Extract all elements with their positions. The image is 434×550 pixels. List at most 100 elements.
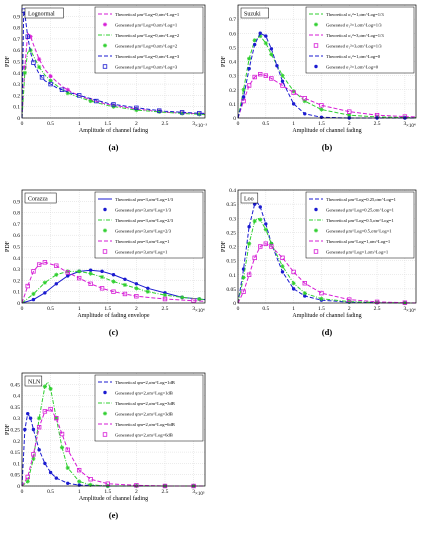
legend-symbol xyxy=(314,207,318,212)
data-point xyxy=(42,384,47,389)
data-point xyxy=(162,292,168,298)
x-tick-label: 2.5 xyxy=(374,121,381,127)
legend-entry: Theoretical μm^Log=0,σm^Log=1 xyxy=(115,12,180,18)
x-tick-label: 1 xyxy=(78,306,81,312)
legend-entry: Generated σ₁²=3,σm^Log=1/3 xyxy=(326,44,382,50)
legend-symbol xyxy=(313,249,319,254)
legend-entry: Generated μm^Log=0,σm^Log=3 xyxy=(115,65,178,71)
x-tick-label: 0 xyxy=(237,306,240,312)
data-point xyxy=(280,255,285,260)
legend-entry: Generated qm=2,σm^Log=6dB xyxy=(115,433,173,439)
y-tick-label: 0.15 xyxy=(226,259,236,265)
data-point xyxy=(146,286,150,291)
x-tick-label: 3 xyxy=(404,121,407,127)
panel-label: (a) xyxy=(109,142,119,152)
data-point xyxy=(291,287,296,291)
y-tick-label: 0 xyxy=(17,301,20,307)
legend-entry: Theoretical ρm=3,σm^Log=1 xyxy=(115,239,170,245)
legend-entry: Generated qm=2,σm^Log=3dB xyxy=(115,412,173,418)
data-point xyxy=(43,461,47,466)
x-tick-label: 0 xyxy=(21,306,24,312)
data-point xyxy=(302,96,307,101)
data-point xyxy=(54,272,59,277)
series-line-1 xyxy=(237,202,416,304)
chart-panel-5: 0 0.5 1 1.5 2 2.5 3 0 0.05 0.1 0.15 0.2 0.25 0.3 0.35 0… xyxy=(5,372,206,520)
data-point xyxy=(105,481,110,486)
legend-box xyxy=(94,374,204,442)
data-point xyxy=(88,281,93,286)
data-point xyxy=(111,273,116,277)
legend-symbol xyxy=(102,43,108,48)
y-tick-label: 0.35 xyxy=(226,202,236,208)
data-point xyxy=(77,479,82,484)
data-point xyxy=(28,34,33,39)
data-point xyxy=(22,65,27,70)
legend-entry: Theoretical μm^Log=0,σm^Log=2 xyxy=(115,33,180,39)
inset-label-box xyxy=(240,7,269,19)
data-point xyxy=(252,202,257,206)
data-point xyxy=(134,294,139,299)
y-tick-label: 0.9 xyxy=(13,199,20,205)
x-tick-label: 0.5 xyxy=(47,121,54,127)
data-point xyxy=(48,406,53,412)
data-point xyxy=(65,465,70,471)
data-point xyxy=(191,298,196,303)
legend-entry: Generated qm=2,σm^Log=1dB xyxy=(115,391,173,397)
data-point xyxy=(247,241,252,246)
data-point xyxy=(134,282,139,286)
data-point xyxy=(88,482,93,487)
data-point xyxy=(31,456,36,461)
legend-entry: Generated μm^Log=0.5,σm^Log=1 xyxy=(326,229,392,235)
data-point xyxy=(99,274,105,280)
x-tick-label: 1.5 xyxy=(104,489,111,495)
data-point xyxy=(291,102,296,106)
data-point xyxy=(303,112,307,116)
inset-label-box xyxy=(24,192,57,204)
x-tick-label: 0.5 xyxy=(262,306,269,312)
data-point xyxy=(247,225,251,229)
data-point xyxy=(31,60,36,65)
y-tick-label: 0.05 xyxy=(226,287,236,293)
inset-label: Lognormal xyxy=(24,7,64,19)
y-axis-label: PDF xyxy=(221,240,227,252)
legend-symbol xyxy=(102,64,108,69)
data-point xyxy=(263,241,269,246)
data-point xyxy=(157,109,162,114)
y-tick-label: 0 xyxy=(233,301,236,307)
legend-entry: Generated μm^Log=0,σm^Log=2 xyxy=(115,44,178,50)
data-point xyxy=(252,42,257,47)
data-point xyxy=(280,270,285,274)
data-point xyxy=(258,244,263,249)
inset-label-text: Loo xyxy=(244,197,254,203)
y-tick-label: 0 xyxy=(17,484,20,490)
x-axis-multiplier: ×10³ xyxy=(195,491,205,497)
data-point xyxy=(263,41,268,46)
chart-panel-2: 0 0.5 1 1.5 2 2.5 3 0 0.1 0.2 0.3 0.4 0.5 0.6 0.7 Ampli… xyxy=(221,4,417,152)
legend-entry: Theoretical ρm=3,σm^Log=2/3 xyxy=(115,218,174,224)
legend-symbol xyxy=(103,390,107,395)
data-point xyxy=(37,448,41,452)
data-point xyxy=(25,283,30,289)
data-point xyxy=(247,66,251,71)
data-point xyxy=(94,98,99,104)
legend-symbol xyxy=(102,228,108,233)
legend-entry: Generated μm^Log=1,σm^Log=1 xyxy=(326,250,389,256)
legend-entry: Generated σ₁²=1,σm^Log=0 xyxy=(326,65,379,71)
plot-frame xyxy=(237,4,417,119)
data-point xyxy=(122,291,128,297)
legend-entry: Theoretical ρm=3,σm^Log=1/3 xyxy=(115,197,174,203)
legend: Theoretical σ₁²=1,σm^Log=1/3 Generated σ₁… xyxy=(305,6,415,74)
inset-label-text: NLN xyxy=(28,380,41,386)
data-point xyxy=(122,282,128,288)
y-tick-label: 0 xyxy=(233,116,236,122)
inset-label-box xyxy=(24,375,43,387)
legend-symbol xyxy=(314,64,318,69)
x-tick-label: 2 xyxy=(348,306,351,312)
y-axis-label: PDF xyxy=(5,55,11,67)
data-point xyxy=(76,275,82,281)
y-tick-label: 0.8 xyxy=(13,211,20,217)
y-tick-label: 0 xyxy=(17,116,20,122)
legend-entry: Theoretical μm^Log=0.25,σm^Log=1 xyxy=(326,197,397,203)
legend-entry: Theoretical σ₁²=1,σm^Log=0 xyxy=(326,54,381,60)
data-point xyxy=(258,31,262,35)
